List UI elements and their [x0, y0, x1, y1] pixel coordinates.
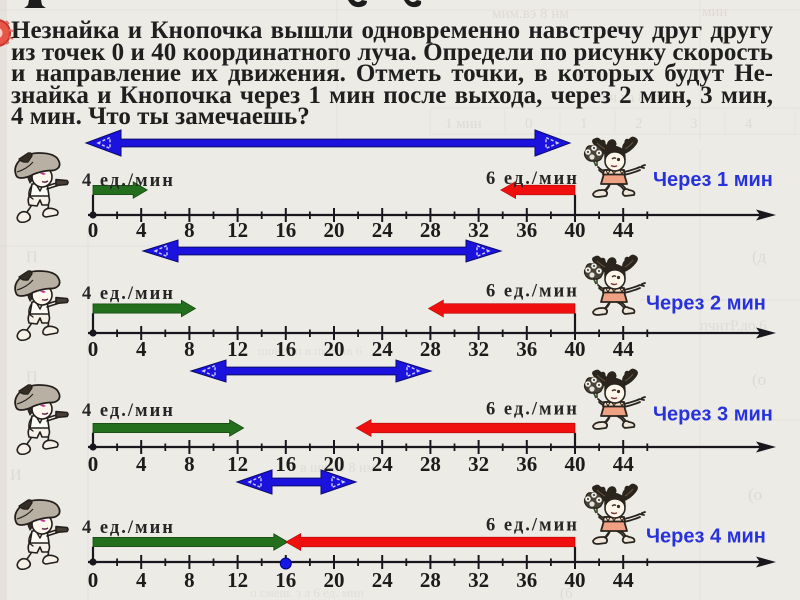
svg-text:4 ед./мин: 4 ед./мин [82, 401, 175, 421]
svg-text:4: 4 [136, 452, 147, 476]
svg-text:(б: (б [560, 586, 573, 600]
svg-text:24: 24 [372, 452, 394, 476]
svg-text:мим.вэ 8 нм: мим.вэ 8 нм [492, 6, 569, 22]
svg-text:8: 8 [184, 337, 195, 361]
svg-text:0: 0 [88, 568, 99, 592]
svg-text:Через 4 мин: Через 4 мин [646, 526, 766, 548]
svg-text:4 ед./мин: 4 ед./мин [82, 518, 175, 538]
svg-text:4 ед./мин: 4 ед./мин [82, 171, 175, 191]
svg-text:36: 36 [516, 218, 537, 242]
svg-text:о смеш. з а 6 ед. мин: о смеш. з а 6 ед. мин [250, 585, 364, 600]
svg-text:1: 1 [580, 116, 588, 132]
svg-text:Через 2 мин: Через 2 мин [646, 293, 766, 315]
svg-text:12: 12 [227, 452, 248, 476]
svg-text:24: 24 [372, 218, 394, 242]
svg-text:16: 16 [275, 568, 296, 592]
svg-text:4: 4 [136, 337, 147, 361]
svg-text:40: 40 [565, 218, 586, 242]
svg-text:24: 24 [372, 337, 394, 361]
svg-text:32: 32 [468, 452, 489, 476]
svg-text:П: П [26, 369, 38, 386]
svg-text:44: 44 [613, 218, 635, 242]
svg-text:40: 40 [565, 452, 586, 476]
svg-text:в шч.во 8 им: в шч.во 8 им [300, 461, 375, 476]
svg-text:(о: (о [752, 370, 766, 389]
svg-text:44: 44 [613, 452, 635, 476]
svg-text:36: 36 [516, 337, 537, 361]
svg-text:3: 3 [690, 116, 698, 132]
svg-text:Через 3 мин: Через 3 мин [653, 404, 773, 426]
svg-text:6 ед./мин: 6 ед./мин [486, 400, 579, 420]
svg-text:6 ед./мин: 6 ед./мин [486, 516, 579, 536]
svg-text:6 ед./мин: 6 ед./мин [486, 282, 579, 302]
svg-text:П: П [26, 249, 38, 266]
svg-text:1 мин: 1 мин [445, 116, 482, 132]
svg-text:20: 20 [324, 452, 345, 476]
svg-text:4: 4 [136, 568, 147, 592]
svg-text:4: 4 [745, 116, 753, 132]
svg-text:пчнтР.до 6: пчнтР.до 6 [700, 318, 767, 334]
svg-text:20: 20 [324, 218, 345, 242]
svg-text:0: 0 [525, 116, 533, 132]
svg-text:28: 28 [420, 568, 441, 592]
svg-text:шч.ва 8 км: шч.ва 8 км [598, 90, 667, 106]
svg-text:24: 24 [372, 568, 394, 592]
svg-text:0: 0 [88, 337, 99, 361]
svg-text:20: 20 [324, 568, 345, 592]
svg-text:4: 4 [136, 218, 147, 242]
svg-text:44: 44 [613, 568, 635, 592]
svg-text:12: 12 [227, 337, 248, 361]
svg-text:44: 44 [613, 337, 635, 361]
svg-text:И: И [10, 467, 22, 484]
svg-text:32: 32 [468, 568, 489, 592]
svg-text:мин: мин [702, 4, 728, 20]
svg-text:28: 28 [420, 337, 441, 361]
svg-text:8: 8 [184, 218, 195, 242]
svg-text:0: 0 [88, 452, 99, 476]
svg-text:16: 16 [275, 337, 296, 361]
svg-text:2: 2 [635, 116, 643, 132]
svg-text:32: 32 [468, 218, 489, 242]
svg-text:16: 16 [275, 452, 296, 476]
svg-text:(о: (о [748, 485, 762, 504]
svg-text:(д: (д [752, 247, 767, 266]
svg-text:6 ед./мин: 6 ед./мин [486, 169, 579, 189]
svg-text:шондоп в пилтав 6: шондоп в пилтав 6 [258, 343, 363, 358]
svg-text:36: 36 [516, 452, 537, 476]
svg-text:16: 16 [275, 218, 296, 242]
svg-text:12: 12 [227, 218, 248, 242]
svg-text:28: 28 [420, 452, 441, 476]
svg-text:12: 12 [227, 568, 248, 592]
svg-text:Через 1 мин: Через 1 мин [653, 169, 773, 191]
svg-text:20: 20 [324, 337, 345, 361]
svg-text:8: 8 [184, 452, 195, 476]
svg-text:40: 40 [565, 337, 586, 361]
svg-text:0: 0 [88, 218, 99, 242]
svg-text:40: 40 [565, 568, 586, 592]
svg-text:32: 32 [468, 337, 489, 361]
svg-text:4 ед./мин: 4 ед./мин [82, 284, 175, 304]
svg-text:28: 28 [420, 218, 441, 242]
svg-text:8: 8 [184, 568, 195, 592]
svg-text:36: 36 [516, 568, 537, 592]
